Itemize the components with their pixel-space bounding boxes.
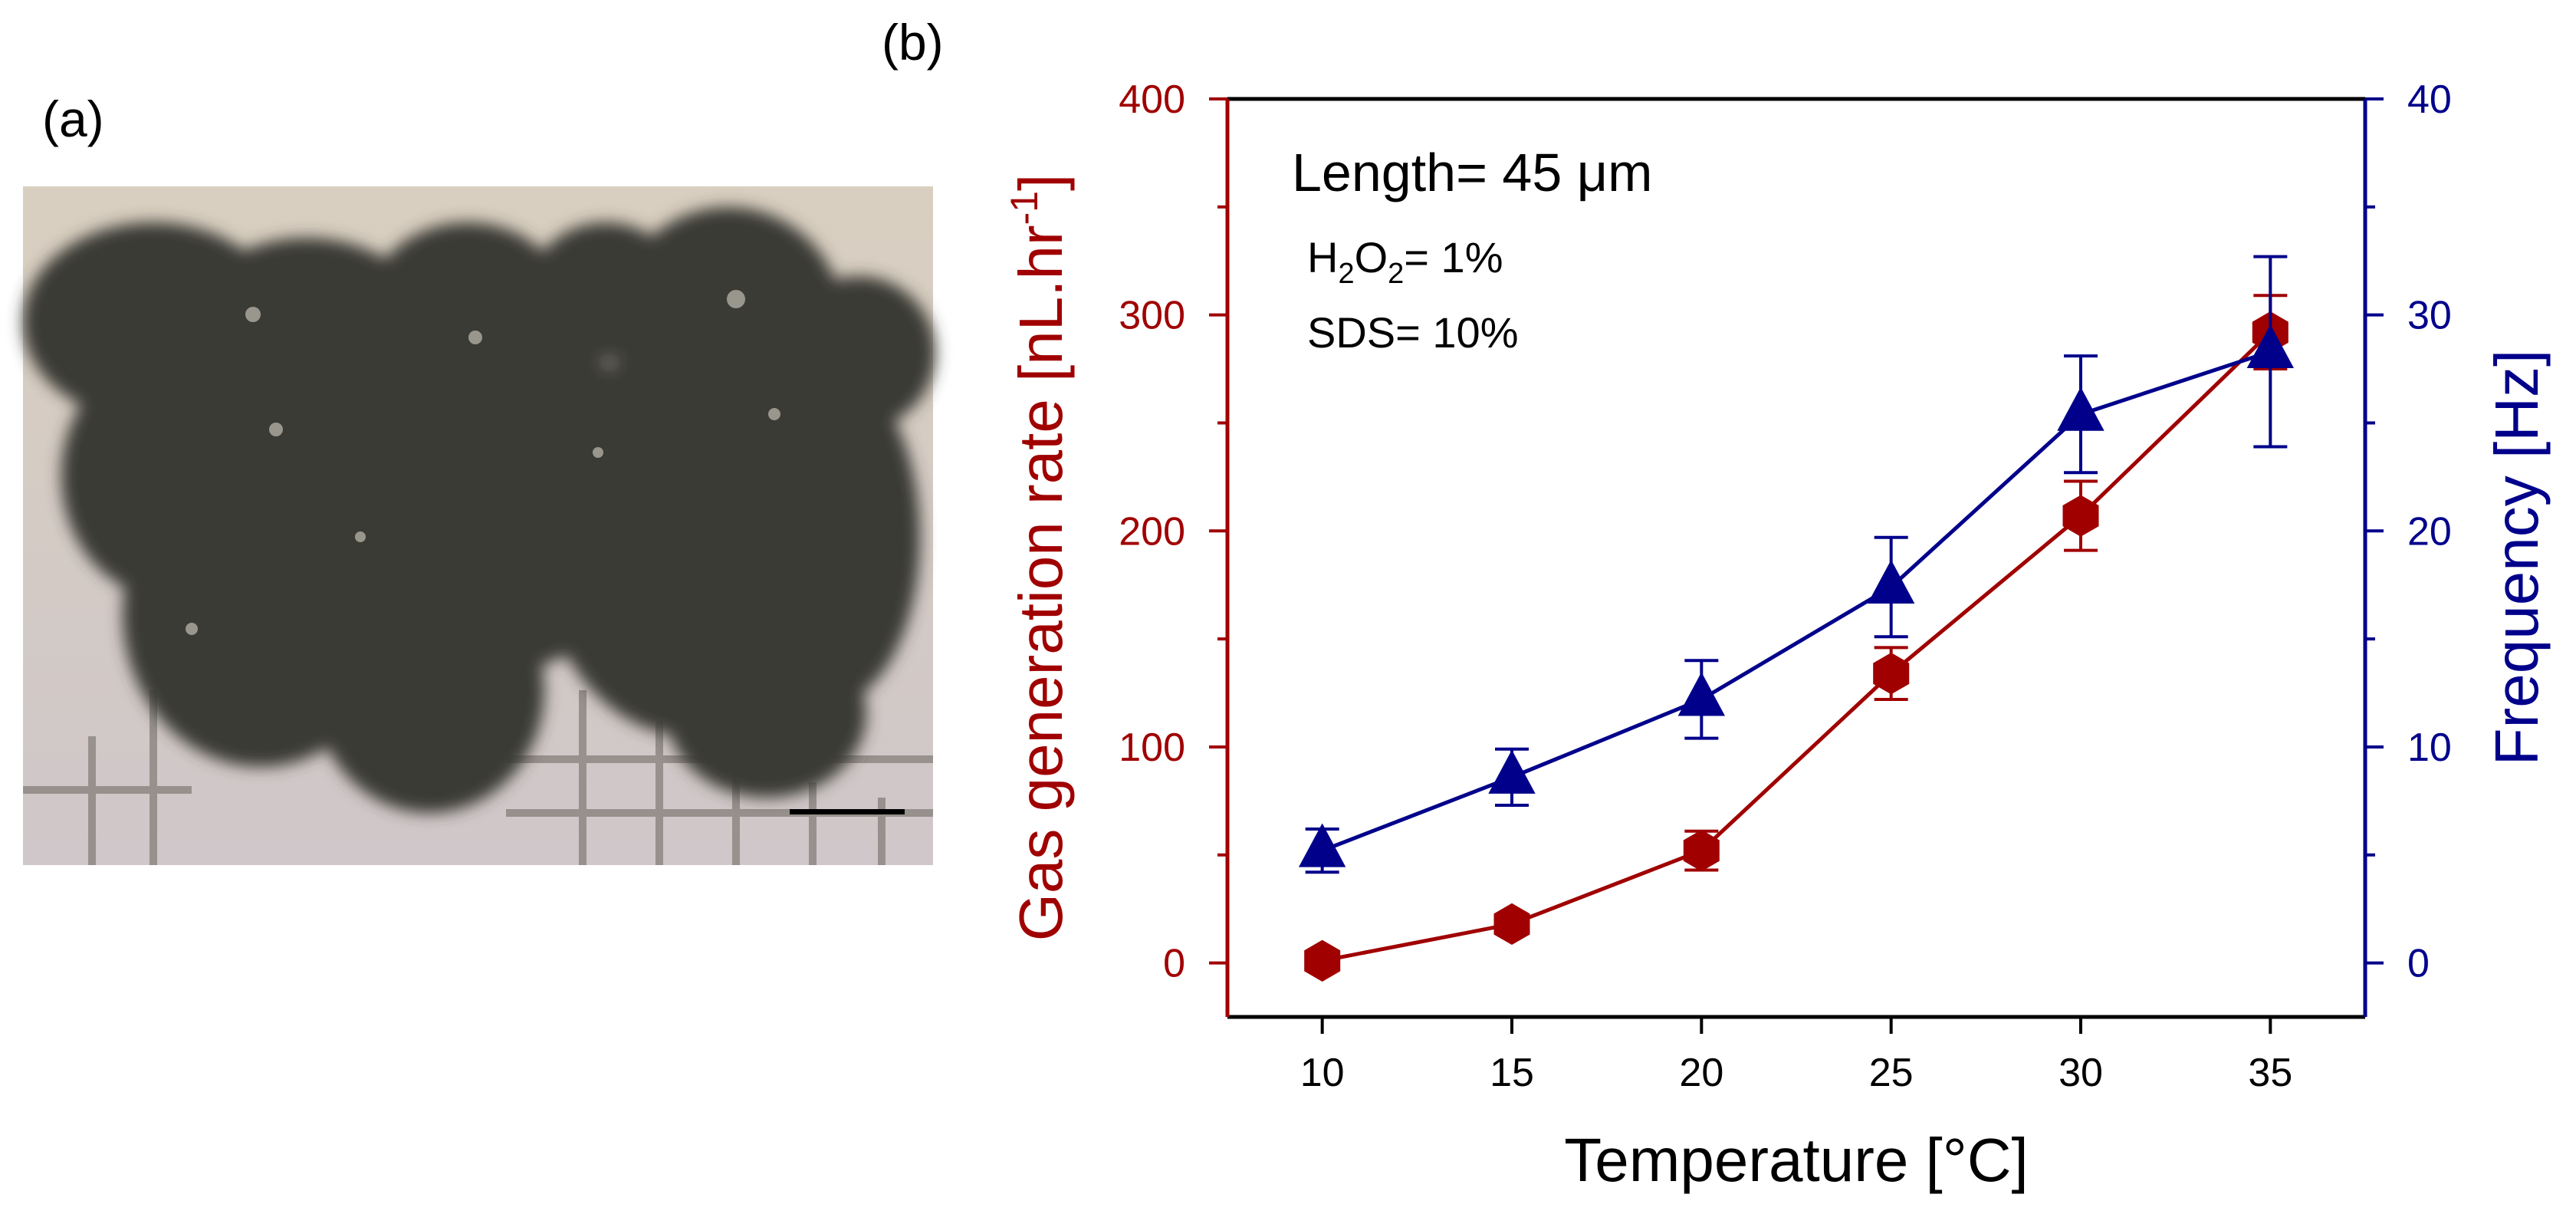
series-left-line	[1322, 331, 2272, 963]
x-tick-label: 35	[2248, 1051, 2292, 1095]
series-right-point	[1867, 559, 1915, 604]
right-y-tick-label: 10	[2407, 726, 2452, 770]
series-layer	[1298, 255, 2295, 982]
x-tick-label: 10	[1300, 1051, 1345, 1095]
series-right-point	[2246, 324, 2295, 369]
series-left-point	[2062, 495, 2099, 537]
h2o2-annotation: H2O2= 1%	[1307, 233, 1503, 290]
series-left-point	[1493, 903, 1530, 946]
x-tick-label: 15	[1490, 1051, 1534, 1095]
series-right-point	[1488, 749, 1536, 794]
series-left-point	[1304, 939, 1341, 982]
left-axis-ticks: 0 100 200 300 400	[1119, 77, 1227, 986]
left-y-tick-label: 0	[1163, 942, 1185, 986]
panel-a-label: (a)	[42, 90, 104, 147]
micrograph-image	[23, 186, 935, 865]
left-axis-label-end: ]	[1007, 174, 1075, 191]
right-y-tick-label: 40	[2407, 77, 2452, 122]
left-y-tick-label: 300	[1119, 294, 1185, 338]
x-tick-label: 25	[1869, 1051, 1914, 1095]
left-y-tick-label: 400	[1119, 77, 1185, 122]
series-left-point	[1683, 829, 1720, 872]
series-right-point	[2057, 387, 2104, 431]
length-annotation: Length= 45 μm	[1292, 143, 1652, 202]
series-left-point	[1873, 653, 1910, 695]
series-right-point	[1298, 823, 1346, 867]
right-axis-ticks: 0 10 20 30 40	[2365, 77, 2452, 986]
left-axis-label-main: Gas generation rate [nL.hr	[1007, 225, 1075, 941]
series-left	[1304, 294, 2288, 982]
scale-bar	[790, 809, 905, 814]
x-axis-ticks: 10 15 20 25 30 35	[1300, 1017, 2292, 1095]
left-axis-label-sup: -1	[1003, 191, 1046, 225]
x-axis-label: Temperature [°C]	[1564, 1126, 2029, 1194]
series-right	[1298, 255, 2295, 874]
right-y-tick-label: 0	[2407, 942, 2430, 986]
series-right-line	[1321, 350, 2272, 853]
x-tick-label: 30	[2058, 1051, 2103, 1095]
sds-annotation: SDS= 10%	[1307, 308, 1519, 357]
left-y-tick-label: 100	[1119, 726, 1185, 770]
right-y-tick-label: 30	[2407, 294, 2452, 338]
panel-b-label: (b)	[882, 14, 944, 71]
right-axis-label: Frequency [Hz]	[2482, 350, 2551, 765]
series-right-point	[1677, 672, 1726, 716]
x-tick-label: 20	[1679, 1051, 1723, 1095]
chart: 10 15 20 25 30 35 0 100 200 300 400 0 10 20 30 40 Tem…	[1003, 77, 2551, 1194]
right-y-tick-label: 20	[2407, 509, 2452, 554]
left-y-tick-label: 200	[1119, 509, 1185, 554]
left-axis-label: Gas generation rate [nL.hr-1]	[1003, 174, 1075, 942]
